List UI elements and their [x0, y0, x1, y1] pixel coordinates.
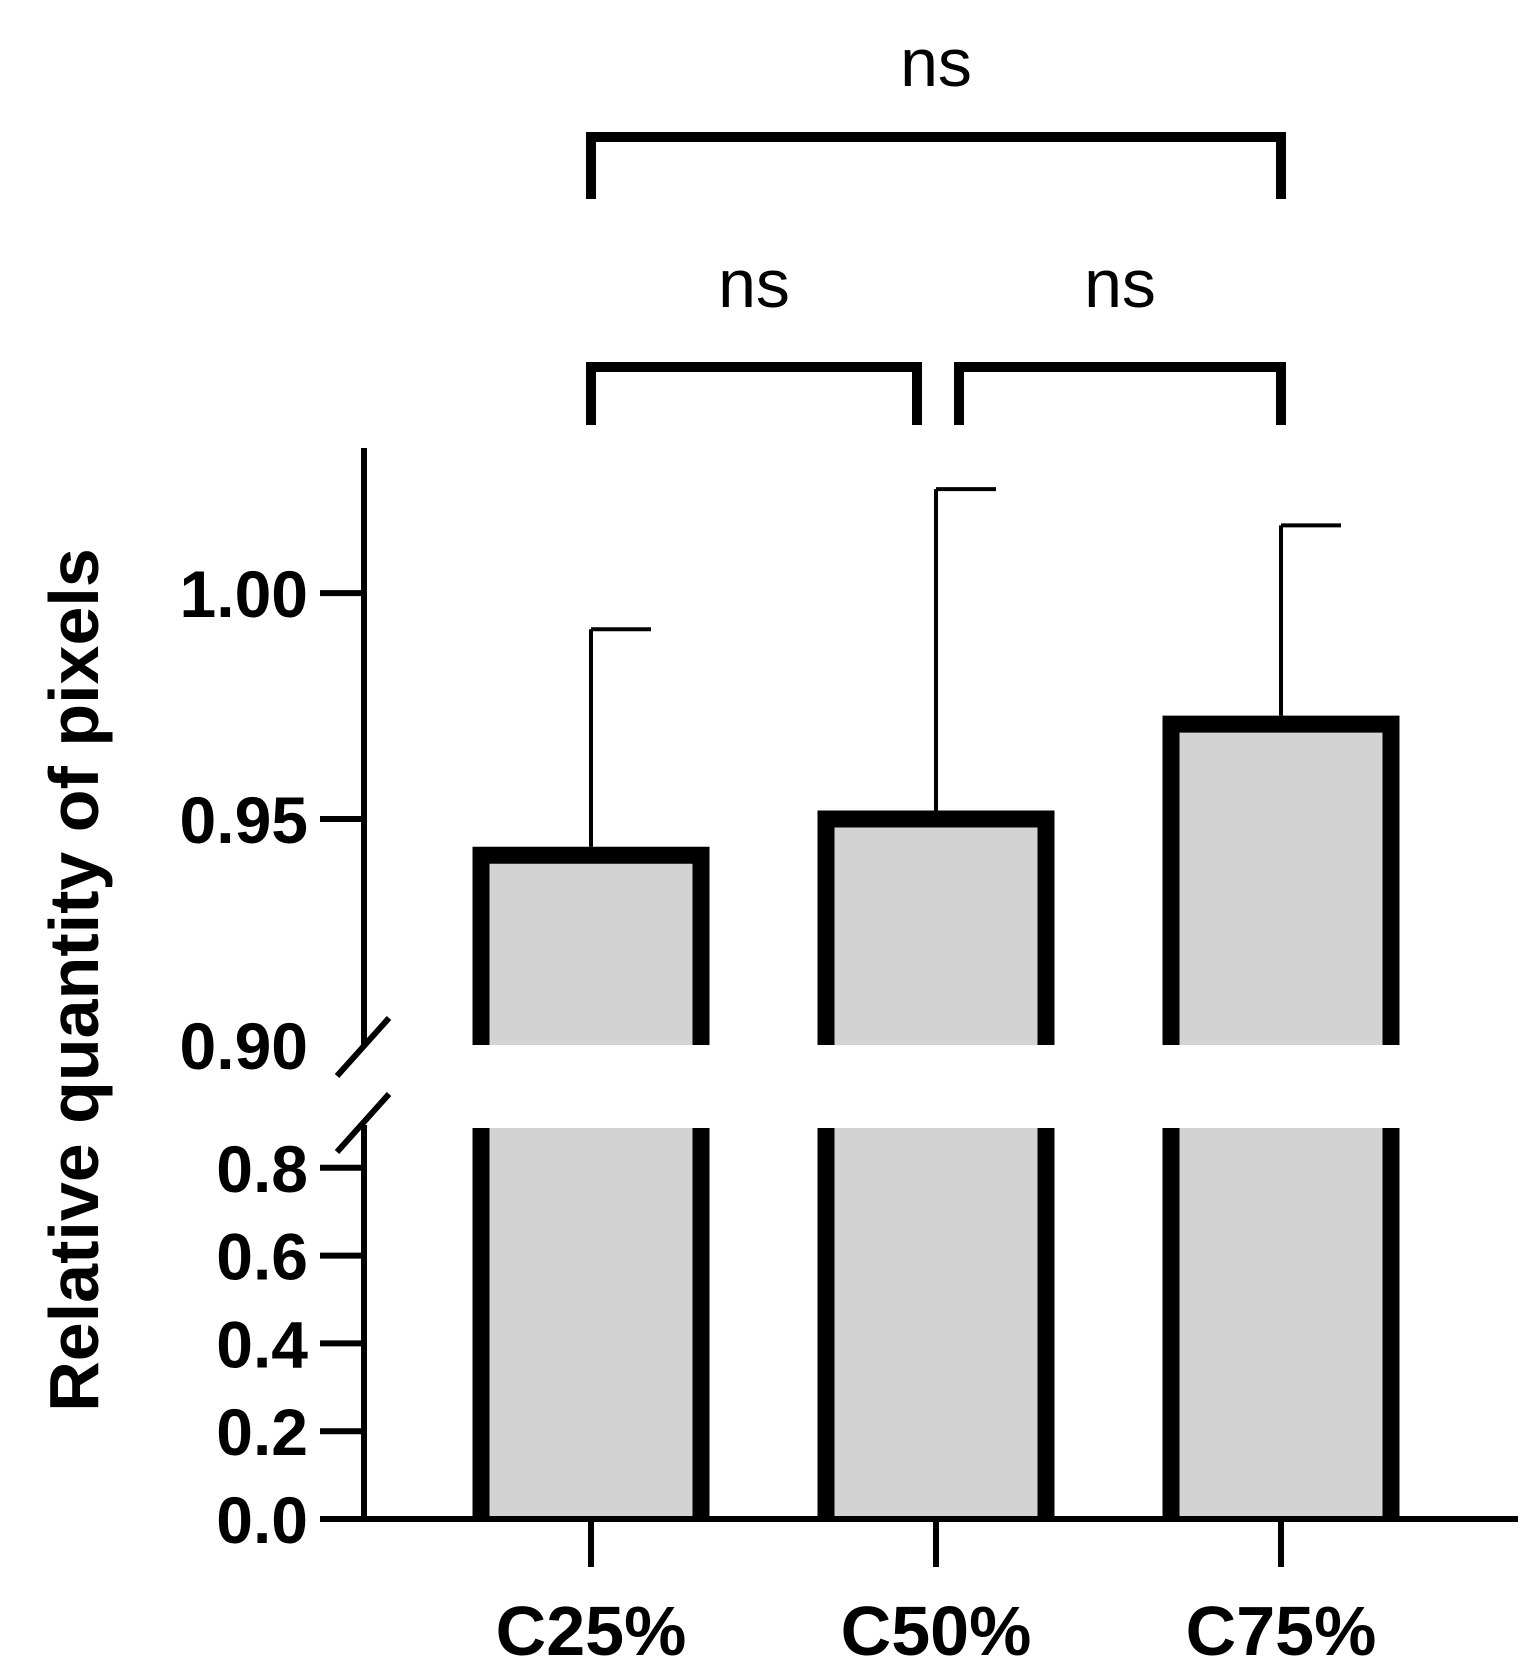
- significance-label: ns: [1084, 246, 1156, 322]
- significance-bracket: [586, 362, 922, 425]
- y-tick-label: 0.90: [180, 1009, 308, 1083]
- significance-label: ns: [718, 246, 790, 322]
- y-axis-label: Relative quantity of pixels: [35, 548, 113, 1412]
- bar-upper-outline: [1162, 715, 1400, 1045]
- y-tick-label: 1.00: [180, 557, 308, 631]
- bar-lower-fill: [481, 1128, 701, 1519]
- plot-area: C25% C50% C75% 0.0 0.2 0.4 0.6 0.8 0.90 0.95 1.00 n…: [180, 25, 1518, 1670]
- axis-break-mark: [334, 1091, 392, 1155]
- y-tick-label: 0.2: [216, 1395, 308, 1469]
- bar-lower-fill: [1171, 1128, 1391, 1519]
- y-tick-label: 0.4: [216, 1307, 308, 1381]
- significance-bracket: [586, 132, 1286, 199]
- bar-upper-outline: [817, 810, 1055, 1045]
- bar-lower-fill: [826, 1128, 1046, 1519]
- bar-upper-fill: [481, 855, 701, 1045]
- axis-break-mark: [334, 1015, 392, 1079]
- x-tick-label: C25%: [496, 1592, 687, 1670]
- bar-upper-outline: [472, 846, 710, 1045]
- significance-label: ns: [900, 25, 972, 101]
- significance-bracket: [954, 362, 1286, 425]
- x-tick-label: C75%: [1186, 1592, 1377, 1670]
- bar-upper-fill: [1171, 724, 1391, 1045]
- y-tick-label: 0.6: [216, 1220, 308, 1294]
- y-tick-label: 0.95: [180, 783, 308, 857]
- x-tick-label: C50%: [841, 1592, 1032, 1670]
- y-tick-label: 0.8: [216, 1132, 308, 1206]
- y-tick-label: 0.0: [216, 1483, 308, 1557]
- bar-upper-fill: [826, 819, 1046, 1045]
